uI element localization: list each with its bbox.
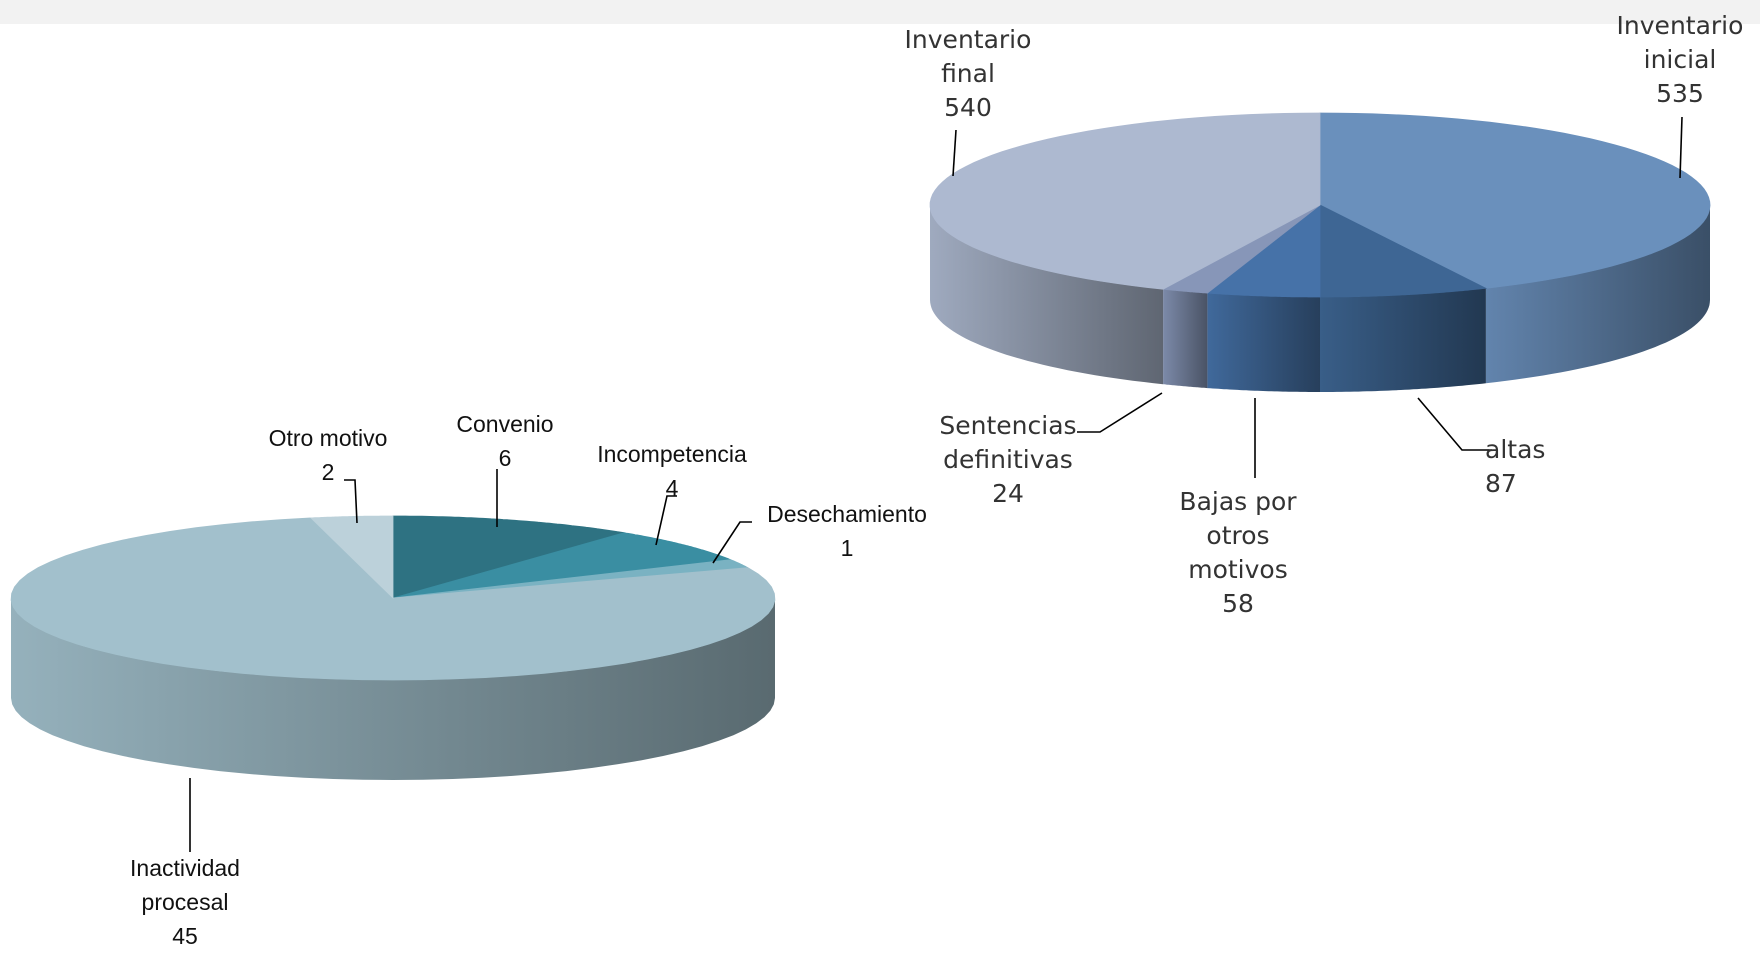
top-bar xyxy=(0,0,1760,24)
pie-side-0 xyxy=(1485,205,1710,384)
pie-slice-altas xyxy=(1319,204,1488,298)
leader-line xyxy=(1679,116,1683,179)
pie-side-3 xyxy=(1163,289,1208,389)
pie-slice-sentencias-definitivas xyxy=(1161,204,1321,294)
data-label: Bajas por otros motivos 58 xyxy=(1179,487,1297,618)
data-label: Incompetencia 4 xyxy=(597,441,747,501)
pie-chart-1: Inventario inicial 535 altas 87 Bajas por otro… xyxy=(905,11,1744,618)
pie-slice-otro-motivo xyxy=(309,515,394,599)
pie-slice-inactividad-procesal xyxy=(10,517,776,681)
leader-line xyxy=(1417,397,1492,451)
leader-line xyxy=(1077,392,1163,433)
pie-side-walls xyxy=(930,205,1710,392)
pie-chart-2: Convenio 6 Incompetencia 4 Desechamiento 1 Ina… xyxy=(10,411,927,949)
leader-line xyxy=(344,479,358,524)
pie-side-2 xyxy=(1207,293,1320,392)
leader-line xyxy=(655,495,677,546)
pie-top-faces xyxy=(929,112,1711,298)
pie-slice-bajas-por-otros-motivos xyxy=(1206,204,1321,298)
data-label: Sentencias definitivas 24 xyxy=(939,411,1076,508)
pie-labels: Inventario inicial 535 altas 87 Bajas por otro… xyxy=(905,11,1744,618)
data-label: Inventario inicial 535 xyxy=(1617,11,1744,108)
data-label: altas 87 xyxy=(1485,435,1545,498)
pie-side-1 xyxy=(1320,288,1486,392)
data-label: Convenio 6 xyxy=(456,411,553,471)
pie-labels: Convenio 6 Incompetencia 4 Desechamiento 1 Ina… xyxy=(130,411,927,949)
data-label: Inventario final 540 xyxy=(905,25,1032,122)
data-label: Desechamiento 1 xyxy=(767,501,927,561)
pie-slice-desechamiento xyxy=(392,559,749,599)
leader-line xyxy=(712,521,752,564)
pie-slice-convenio xyxy=(392,515,625,599)
data-label: Otro motivo 2 xyxy=(269,425,388,485)
pie-top-faces xyxy=(10,515,776,681)
pie-side-walls xyxy=(11,598,775,780)
pie-side-3 xyxy=(11,598,775,780)
pie-slice-inventario-inicial xyxy=(1319,112,1711,289)
leader-line xyxy=(952,129,957,177)
data-label: Inactividad procesal 45 xyxy=(130,855,240,949)
pie-slice-inventario-final xyxy=(929,112,1321,290)
pie-side-4 xyxy=(930,205,1164,385)
